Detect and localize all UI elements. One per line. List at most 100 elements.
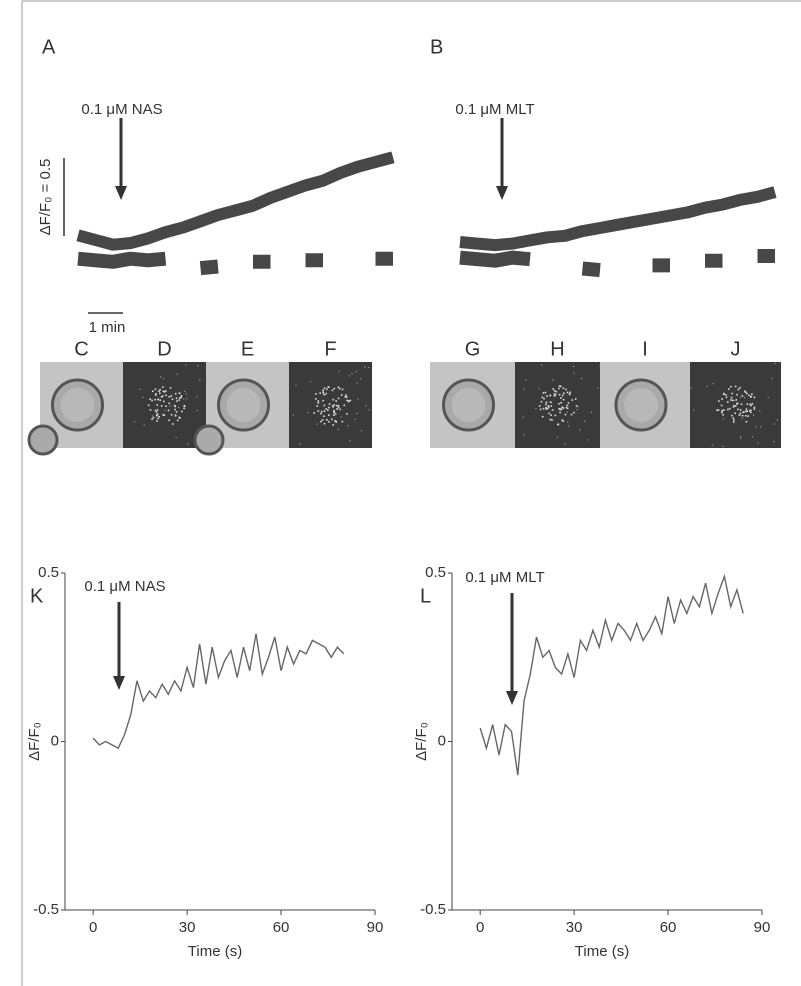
speckle xyxy=(554,393,557,396)
speckle xyxy=(749,403,751,406)
speckle xyxy=(722,418,725,420)
speckle xyxy=(739,412,742,415)
speckle xyxy=(745,410,747,413)
speckle xyxy=(165,405,167,407)
speckle xyxy=(174,414,177,417)
x-tick-label: 90 xyxy=(367,919,384,936)
speckle xyxy=(577,406,579,408)
speckle xyxy=(569,391,572,394)
trace xyxy=(459,249,775,278)
speckle xyxy=(568,425,570,427)
speckle xyxy=(570,413,573,416)
cell-inner xyxy=(451,388,486,422)
speckle xyxy=(733,419,735,421)
speckle xyxy=(548,406,550,408)
speckle xyxy=(567,421,569,423)
speckle xyxy=(332,405,334,407)
cell-edge xyxy=(27,424,59,456)
cell-inner xyxy=(624,388,658,422)
speckle xyxy=(295,384,297,386)
speckle xyxy=(345,395,348,398)
annotation: 0.1 μM NAS xyxy=(84,578,165,595)
speckle xyxy=(732,417,735,419)
speckle xyxy=(174,405,177,408)
speckle xyxy=(341,420,344,423)
speckle xyxy=(541,364,543,366)
data-line xyxy=(92,633,345,750)
speckle xyxy=(732,399,734,402)
speckle xyxy=(185,393,188,395)
speckle xyxy=(345,394,347,396)
speckle xyxy=(162,390,165,393)
speckle xyxy=(741,417,743,419)
speckle xyxy=(745,408,748,411)
speckle xyxy=(757,442,759,444)
speckle xyxy=(566,404,569,407)
speckle xyxy=(347,425,349,427)
speckle xyxy=(169,386,172,389)
speckle xyxy=(751,393,753,395)
speckle xyxy=(731,414,733,417)
cell-inner xyxy=(226,388,261,422)
x-tick-label: 60 xyxy=(660,919,677,936)
speckle xyxy=(335,400,337,402)
speckle xyxy=(742,411,744,414)
image-label: J xyxy=(731,338,741,360)
speckle xyxy=(176,419,179,422)
speckle xyxy=(553,395,556,397)
speckle xyxy=(347,400,350,402)
speckle xyxy=(560,397,562,399)
data-line xyxy=(479,573,744,776)
speckle xyxy=(745,420,748,423)
speckle xyxy=(552,388,555,390)
speckle xyxy=(333,409,335,412)
speckle xyxy=(567,402,570,404)
speckle xyxy=(322,392,325,394)
image-panel xyxy=(515,362,600,448)
speckle xyxy=(748,410,751,412)
speckle xyxy=(545,401,548,404)
speckle xyxy=(744,390,746,393)
speckle xyxy=(177,406,180,409)
y-tick-label: 0.5 xyxy=(425,564,446,581)
speckle xyxy=(712,383,714,385)
trace xyxy=(76,151,395,251)
speckle xyxy=(292,414,294,416)
y-tick-label: -0.5 xyxy=(420,901,446,918)
speckle xyxy=(542,392,545,394)
speckle xyxy=(543,397,545,400)
speckle xyxy=(157,398,159,401)
speckle xyxy=(315,393,317,395)
panel-label: B xyxy=(430,36,443,58)
speckle xyxy=(171,423,174,425)
speckle xyxy=(597,386,599,389)
speckle xyxy=(718,400,720,402)
speckle xyxy=(759,410,761,412)
speckle xyxy=(156,404,158,406)
speckle xyxy=(151,390,154,393)
speckle xyxy=(159,399,161,401)
speckle xyxy=(739,387,741,389)
speckle xyxy=(161,395,164,397)
annotation: 0.1 μM MLT xyxy=(465,569,544,586)
speckle xyxy=(331,389,334,392)
speckle xyxy=(163,400,165,403)
speckle xyxy=(156,413,159,416)
speckle xyxy=(170,413,173,416)
speckle xyxy=(717,409,720,411)
arrow-head xyxy=(506,691,518,705)
speckle xyxy=(750,411,752,414)
speckle xyxy=(558,387,560,390)
speckle xyxy=(322,399,324,402)
speckle xyxy=(523,434,525,436)
trace xyxy=(459,186,777,252)
speckle xyxy=(720,404,723,407)
speckle xyxy=(360,429,363,432)
speckle xyxy=(351,373,353,375)
speckle xyxy=(573,411,575,414)
speckle xyxy=(746,403,749,405)
speckle xyxy=(741,414,744,417)
speckle xyxy=(317,400,320,402)
speckle xyxy=(774,423,776,425)
speckle xyxy=(566,407,569,410)
